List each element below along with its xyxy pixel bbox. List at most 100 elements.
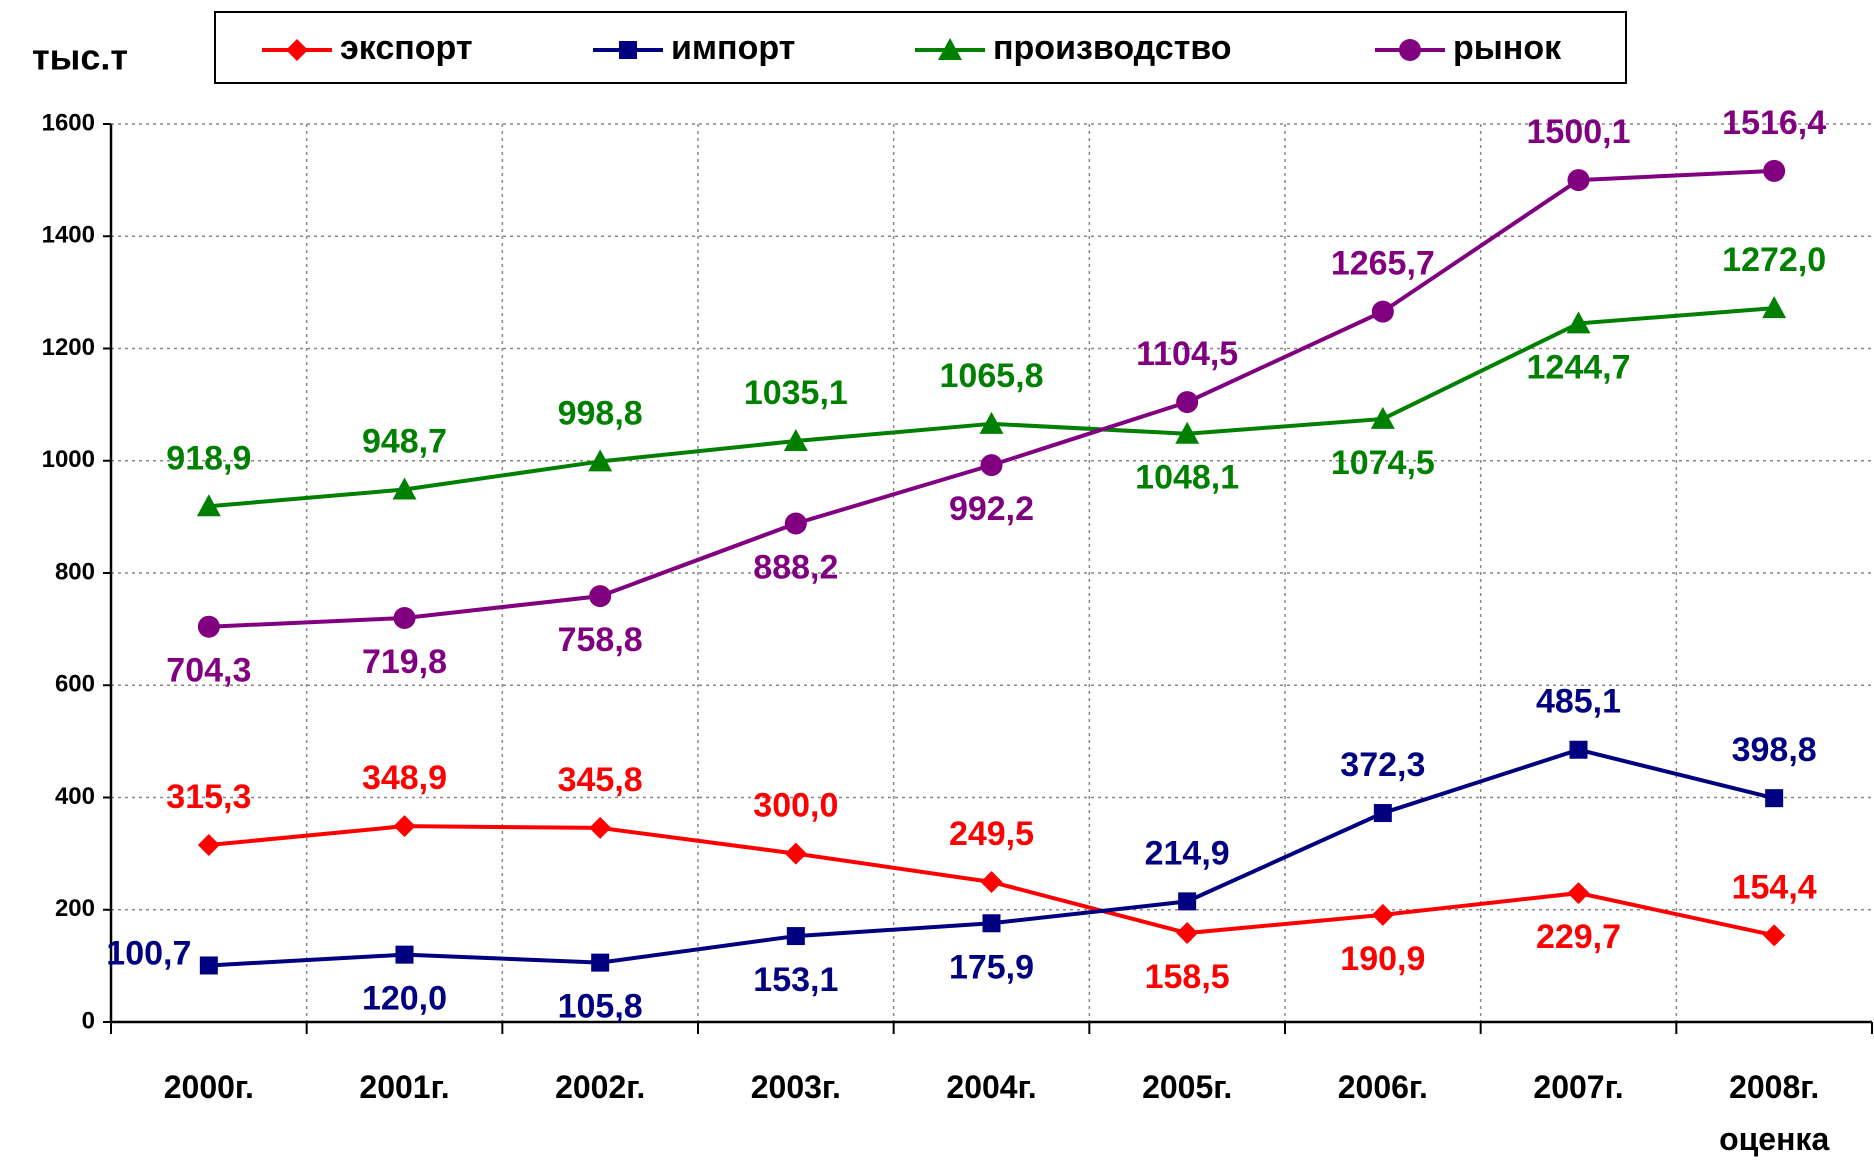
data-label: 948,7 <box>362 423 447 461</box>
data-label: 485,1 <box>1536 683 1621 721</box>
marker <box>980 870 1003 893</box>
marker <box>1566 311 1591 334</box>
x-tick-line: 2007г. <box>1533 1069 1623 1105</box>
y-axis-label: тыс.т <box>32 37 128 78</box>
y-tick-label: 200 <box>55 895 95 922</box>
x-tick-line: 2003г. <box>751 1069 841 1105</box>
marker <box>938 38 962 60</box>
x-tick-line: оценка <box>1719 1121 1829 1157</box>
data-label: 345,8 <box>558 761 643 799</box>
y-tick-label: 0 <box>82 1007 95 1034</box>
data-label: 120,0 <box>362 980 447 1018</box>
y-tick-label: 600 <box>55 671 95 698</box>
data-label: 214,9 <box>1145 834 1230 872</box>
marker <box>286 39 308 61</box>
marker <box>196 494 221 517</box>
marker <box>619 41 637 59</box>
marker <box>1175 421 1200 444</box>
series-line <box>208 168 1775 629</box>
marker <box>395 945 414 964</box>
x-tick-line: 2008г. <box>1729 1069 1819 1105</box>
marker <box>1763 924 1786 947</box>
legend-label: экспорт <box>340 29 473 67</box>
data-label: 315,3 <box>166 778 251 816</box>
marker <box>1371 300 1394 323</box>
marker <box>1399 39 1421 61</box>
marker <box>979 411 1004 434</box>
marker <box>1178 892 1197 911</box>
marker <box>783 429 808 452</box>
data-label: 100,7 <box>106 934 191 972</box>
y-tick-label: 800 <box>55 558 95 585</box>
data-label: 1065,8 <box>940 357 1044 395</box>
x-tick-line: 2000г. <box>164 1069 254 1105</box>
data-label: 105,8 <box>558 988 643 1026</box>
marker <box>591 953 610 972</box>
data-label: 348,9 <box>362 759 447 797</box>
marker <box>588 449 613 472</box>
marker <box>1567 882 1590 905</box>
data-label: 1500,1 <box>1527 113 1631 151</box>
marker <box>197 615 220 638</box>
data-label: 704,3 <box>166 652 251 690</box>
data-label: 1272,0 <box>1722 241 1826 279</box>
legend-box <box>214 11 1627 84</box>
marker <box>197 834 220 857</box>
marker <box>393 607 416 630</box>
series-line <box>208 306 1775 509</box>
x-tick-label: 2003г. <box>751 1069 841 1105</box>
legend-label: импорт <box>671 29 795 67</box>
data-label: 1035,1 <box>744 374 848 412</box>
marker <box>1765 789 1784 808</box>
data-label: 1074,5 <box>1331 444 1435 482</box>
marker <box>589 585 612 608</box>
data-label: 1265,7 <box>1331 245 1435 283</box>
x-tick-label: 2001г. <box>359 1069 449 1105</box>
data-label: 1244,7 <box>1527 348 1631 386</box>
data-label: 758,8 <box>558 621 643 659</box>
marker <box>1763 159 1786 182</box>
y-tick-label: 1200 <box>42 334 95 361</box>
marker <box>1762 296 1787 319</box>
x-tick-line: 2002г. <box>555 1069 645 1105</box>
marker <box>199 956 218 975</box>
marker <box>1567 169 1590 192</box>
x-tick-line: 2005г. <box>1142 1069 1232 1105</box>
y-tick-label: 1600 <box>42 109 95 136</box>
marker <box>1569 740 1588 759</box>
y-tick-label: 400 <box>55 783 95 810</box>
x-tick-label: 2000г. <box>164 1069 254 1105</box>
marker <box>784 512 807 535</box>
data-label: 1048,1 <box>1135 459 1239 497</box>
data-label: 190,9 <box>1340 940 1425 978</box>
data-label: 1104,5 <box>1136 335 1238 373</box>
data-label: 153,1 <box>753 961 838 999</box>
x-tick-line: 2001г. <box>359 1069 449 1105</box>
data-label: 992,2 <box>949 490 1034 528</box>
data-label: 158,5 <box>1145 958 1230 996</box>
marker <box>393 815 416 838</box>
data-label: 300,0 <box>753 787 838 825</box>
x-tick-label: 2004г. <box>946 1069 1036 1105</box>
marker <box>392 477 417 500</box>
legend-label: производство <box>993 29 1232 67</box>
y-tick-label: 1400 <box>42 222 95 249</box>
data-label: 175,9 <box>949 948 1034 986</box>
data-label: 229,7 <box>1536 918 1621 956</box>
marker <box>784 842 807 865</box>
legend-label: рынок <box>1453 29 1562 67</box>
data-label: 398,8 <box>1732 731 1817 769</box>
data-label: 372,3 <box>1340 746 1425 784</box>
x-tick-line: 2004г. <box>946 1069 1036 1105</box>
marker <box>786 927 805 946</box>
x-tick-line: 2006г. <box>1338 1069 1428 1105</box>
x-tick-label: 2007г. <box>1533 1069 1623 1105</box>
y-tick-label: 1000 <box>42 446 95 473</box>
x-tick-label: 2008г. оценка <box>1719 1069 1829 1157</box>
marker <box>980 454 1003 477</box>
data-label: 249,5 <box>949 815 1034 853</box>
marker <box>589 816 612 839</box>
marker <box>1373 804 1392 823</box>
data-label: 1516,4 <box>1722 104 1826 142</box>
